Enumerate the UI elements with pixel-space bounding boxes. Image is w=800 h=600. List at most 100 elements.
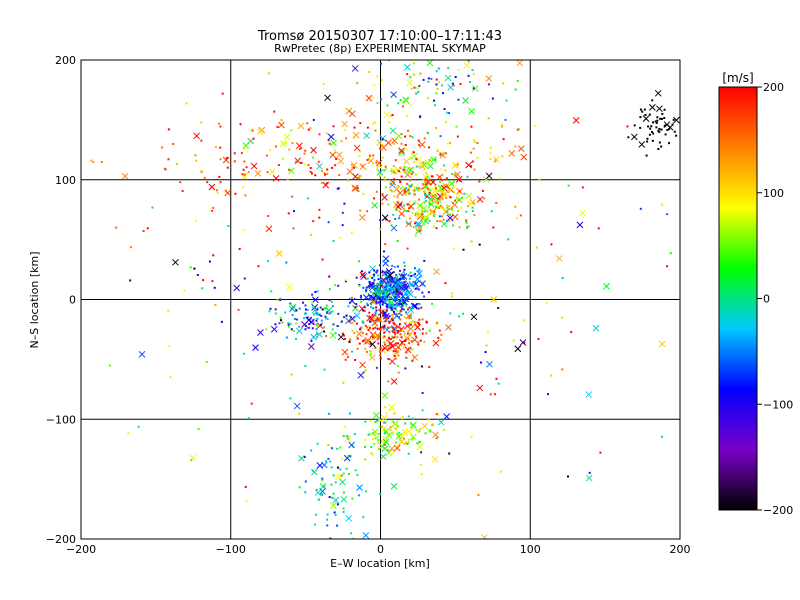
data-point-dot (446, 142, 449, 145)
data-point-dot (495, 202, 498, 205)
data-point-dot (390, 169, 393, 172)
data-point-cross (422, 213, 430, 221)
data-point-dot (515, 217, 518, 220)
data-point-cross (294, 157, 302, 165)
data-point-dot (421, 332, 424, 335)
data-point-dot (321, 308, 324, 311)
data-point-dot (384, 270, 387, 273)
data-point-cross (465, 161, 472, 169)
data-point-dot (348, 340, 351, 343)
data-point-dot (399, 300, 402, 303)
data-point-dot (384, 431, 387, 434)
data-point-dot (391, 307, 394, 310)
data-point-dot (489, 157, 492, 160)
data-point-dot (410, 183, 413, 186)
data-point-dot (423, 137, 426, 140)
data-point-dot (167, 309, 170, 312)
data-point-cross (208, 183, 216, 191)
data-point-dot (295, 318, 298, 321)
data-point-cross (485, 172, 493, 180)
data-point-cross (444, 74, 452, 82)
data-point-dot (412, 62, 415, 65)
data-point-dot (433, 99, 436, 102)
data-point-dot (435, 413, 438, 416)
data-point-dot (418, 430, 421, 433)
data-point-dot (400, 314, 403, 317)
data-point-dot (309, 167, 312, 170)
data-point-dot (269, 149, 272, 152)
data-point-dot (413, 320, 416, 323)
data-point-dot (380, 440, 383, 443)
data-point-dot (661, 203, 664, 206)
data-point-dot (377, 319, 380, 322)
data-point-cross (348, 315, 356, 323)
data-point-dot (358, 176, 361, 179)
data-point-dot (249, 139, 252, 142)
data-point-dot (338, 174, 341, 177)
data-point-dot (323, 171, 326, 174)
data-point-dot (404, 293, 407, 296)
data-point-dot (356, 347, 359, 350)
data-point-dot (672, 118, 675, 121)
data-point-dot (268, 310, 271, 313)
data-point-cross (390, 482, 398, 490)
data-point-dot (429, 189, 432, 192)
data-point-dot (383, 315, 386, 318)
data-point-dot (374, 301, 377, 304)
data-point-cross (337, 157, 345, 165)
data-point-cross (270, 325, 278, 333)
data-point-cross (298, 455, 305, 462)
data-point-cross (422, 173, 430, 181)
data-point-dot (291, 314, 294, 317)
data-point-dot (391, 316, 394, 319)
data-point-dot (303, 162, 306, 165)
data-point-dot (351, 537, 354, 539)
data-point-dot (375, 309, 378, 312)
data-point-dot (432, 180, 435, 183)
data-point-cross (288, 167, 295, 175)
data-point-dot (389, 294, 392, 297)
data-point-dot (512, 339, 515, 342)
data-point-dot (390, 304, 393, 307)
data-point-dot (330, 483, 333, 486)
data-point-dot (389, 284, 392, 287)
data-point-dot (169, 376, 172, 379)
data-point-dot (504, 118, 507, 121)
data-point-dot (448, 208, 451, 211)
chart-subtitle: RwPretec (8p) EXPERIMENTAL SKYMAP (274, 42, 486, 55)
data-point-dot (384, 293, 387, 296)
data-point-dot (412, 274, 415, 277)
data-point-dot (417, 288, 420, 291)
data-point-dot (458, 190, 461, 193)
data-point-cross (364, 337, 372, 344)
data-point-dot (326, 317, 329, 320)
data-point-cross (385, 139, 392, 147)
data-point-cross (257, 329, 264, 336)
data-point-dot (405, 311, 408, 314)
data-point-dot (415, 158, 418, 161)
data-point-dot (239, 123, 242, 126)
data-point-dot (347, 454, 350, 457)
data-point-dot (400, 336, 403, 339)
data-point-cross (396, 201, 403, 209)
data-point-dot (315, 323, 318, 326)
data-point-cross (329, 331, 337, 339)
data-point-dot (277, 164, 280, 167)
data-point-cross (446, 214, 454, 222)
data-point-dot (393, 422, 396, 425)
data-point-dot (391, 432, 394, 435)
data-point-dot (383, 280, 386, 283)
data-point-dot (393, 303, 396, 306)
data-point-cross (424, 178, 432, 186)
data-point-dot (300, 161, 303, 164)
data-point-cross (431, 455, 439, 463)
data-point-dot (402, 301, 405, 304)
data-point-dot (407, 415, 410, 418)
data-point-dot (376, 317, 379, 320)
data-point-dot (243, 352, 246, 355)
data-point-dot (321, 258, 324, 261)
data-point-dot (366, 304, 369, 307)
data-point-cross (345, 514, 353, 522)
data-point-cross (311, 468, 318, 476)
data-point-dot (560, 316, 563, 319)
